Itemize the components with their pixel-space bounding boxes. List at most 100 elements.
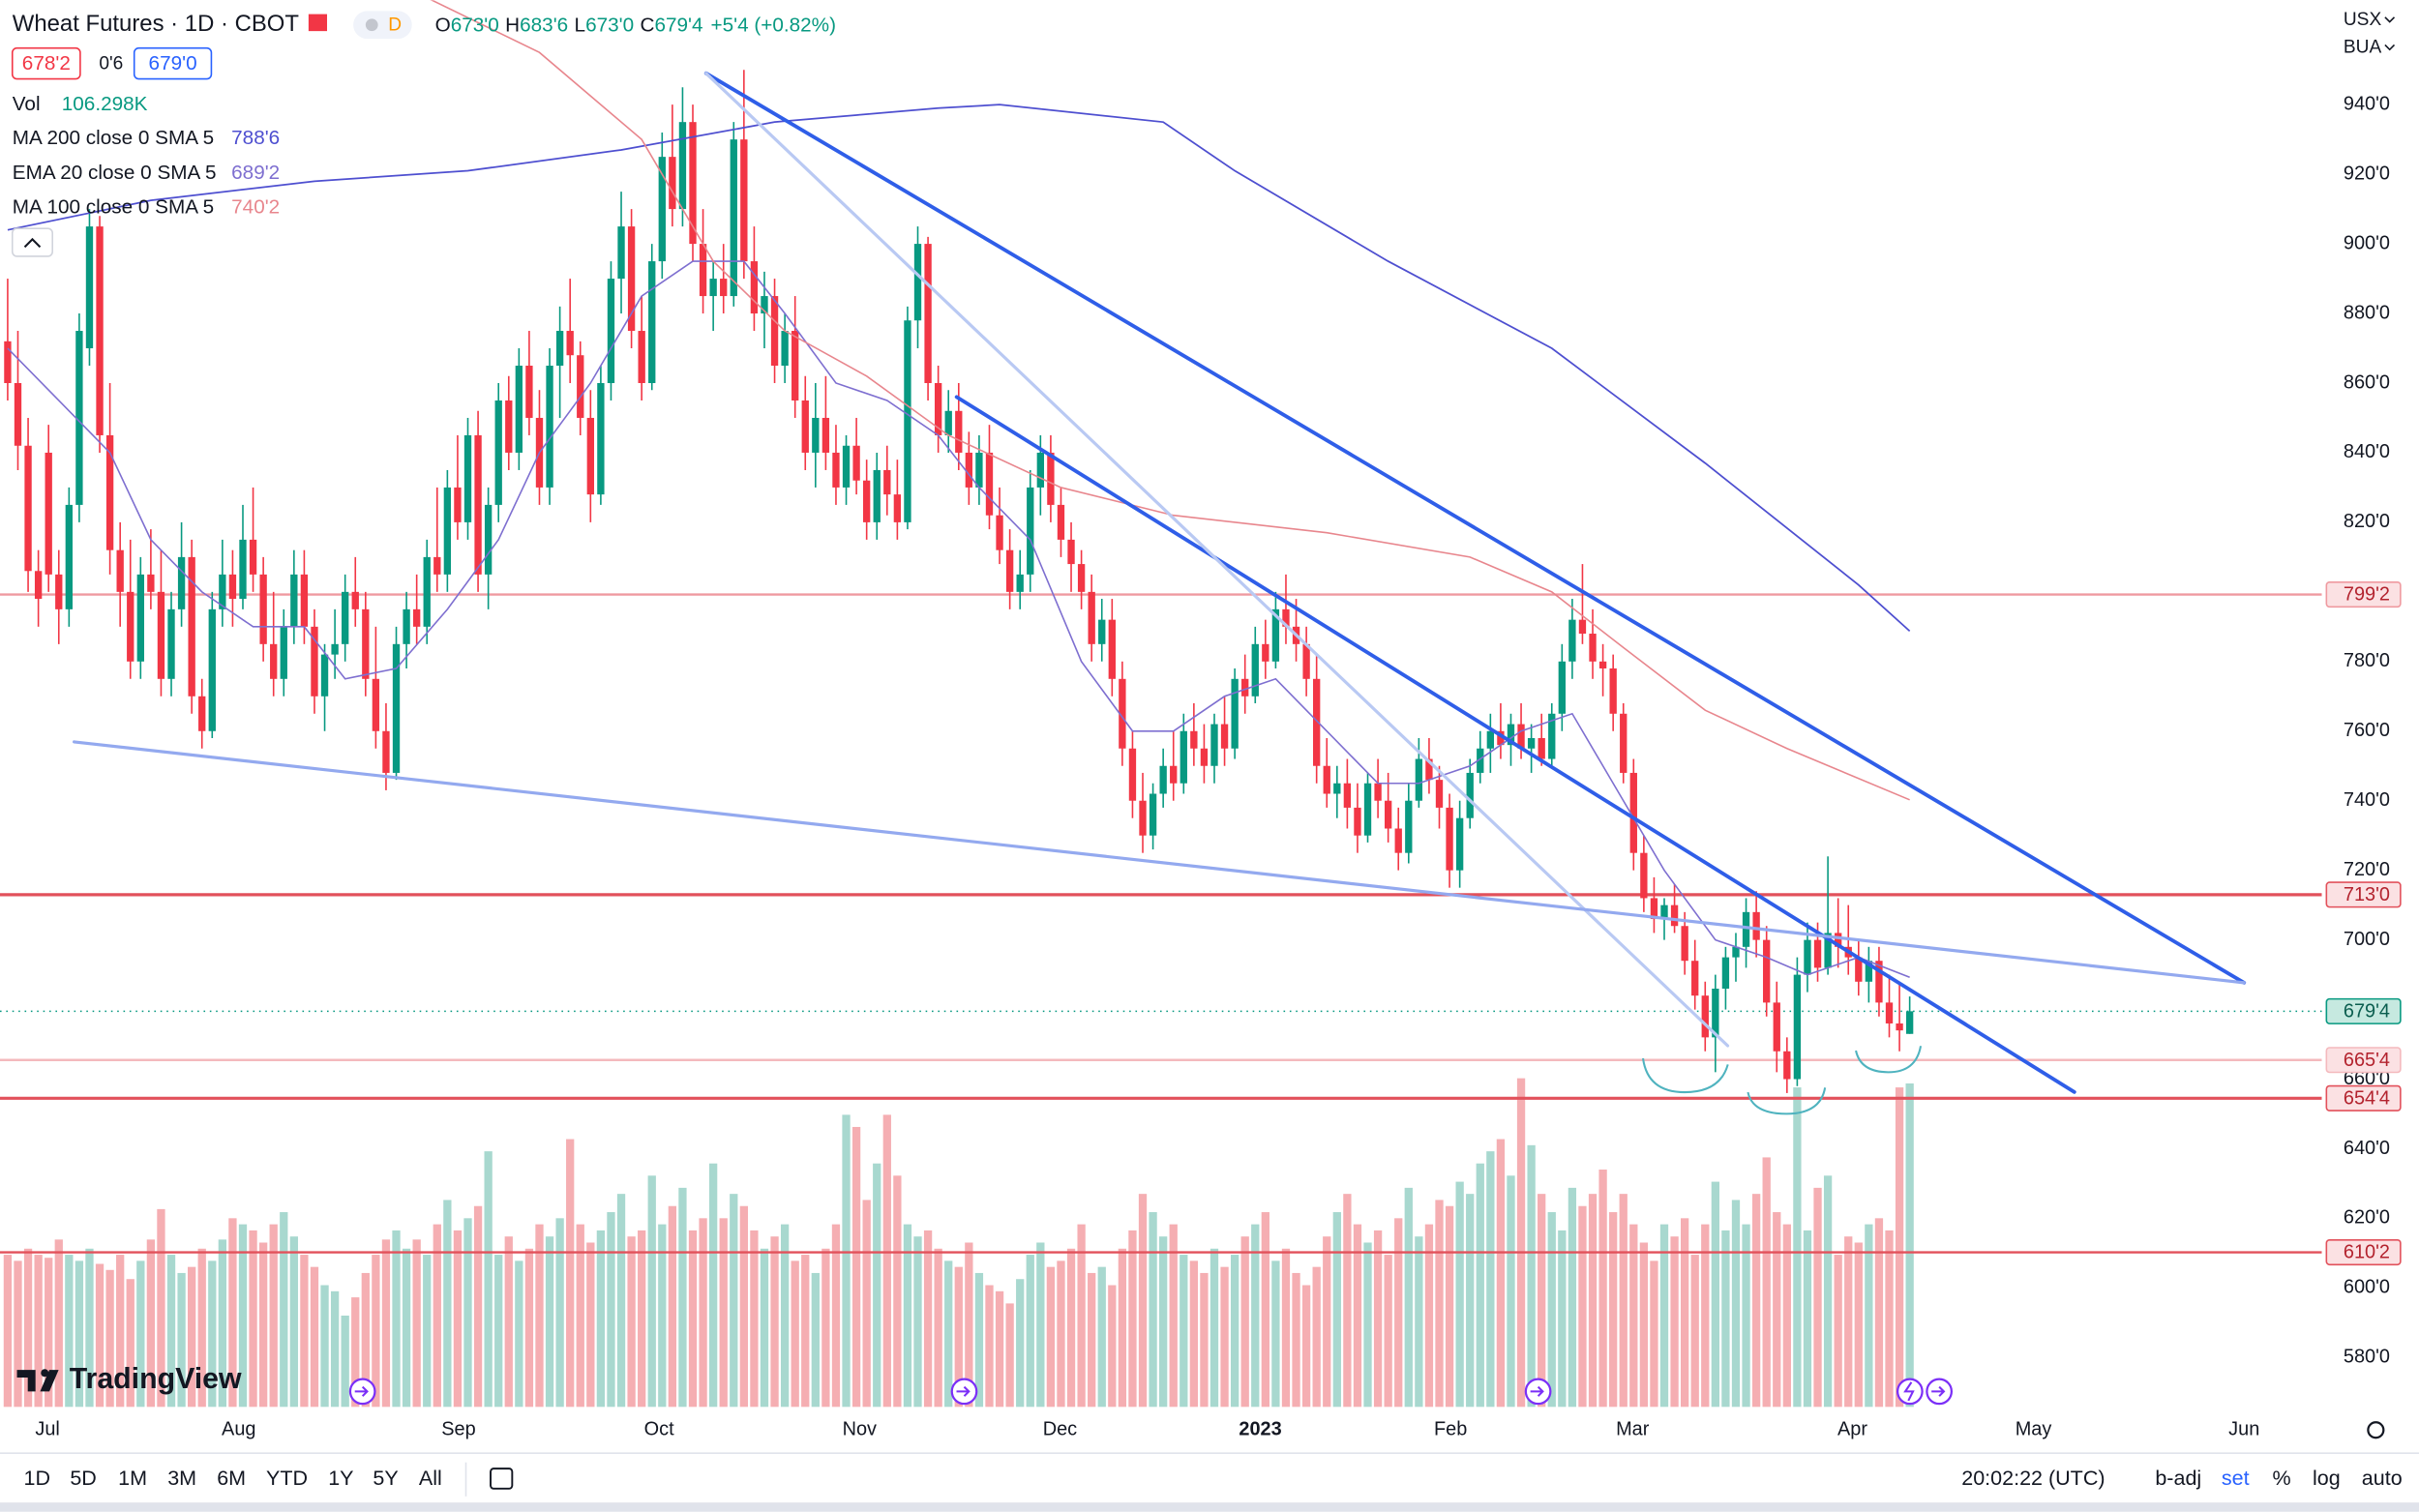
indicator-line [7,260,1910,979]
indicator-value: 740'2 [231,195,280,218]
indicator-name: MA 200 close 0 SMA 5 [13,127,214,149]
candle-body [259,574,267,644]
scale-option[interactable]: log [2313,1467,2341,1490]
range-button[interactable]: 5Y [373,1467,398,1490]
scale-option[interactable]: auto [2362,1467,2403,1490]
scale-option[interactable]: b-adj [2155,1467,2201,1490]
volume-bar [760,1248,769,1408]
volume-bar [1762,1157,1771,1408]
ohlc-label: H [505,15,520,37]
volume-bar [1516,1078,1526,1408]
volume-value: 106.298K [62,93,148,115]
range-button[interactable]: 1Y [328,1467,353,1490]
volume-bar [1731,1200,1741,1408]
candle-body [443,487,452,575]
scale-option[interactable]: % [2273,1467,2291,1490]
volume-bar [116,1255,125,1408]
volume-bar [1834,1255,1842,1408]
volume-bar [658,1224,667,1408]
volume-bar [1353,1224,1362,1408]
trend-line [703,71,2247,985]
candle-body [1455,817,1464,871]
candle-body [423,556,431,627]
collapse-button[interactable] [11,227,54,257]
range-button[interactable]: 1D [24,1467,51,1490]
volume-bar [372,1255,380,1408]
range-button[interactable]: All [419,1467,442,1490]
volume-bar [330,1290,340,1408]
candle-body [1701,995,1709,1038]
candle-body [4,341,12,383]
volume-bar [1619,1194,1628,1408]
range-button[interactable]: 1M [118,1467,147,1490]
chevron [2384,16,2396,23]
candle-body [55,574,63,609]
candle-body [1558,661,1566,714]
last-price-label: 679'4 [2344,1000,2390,1022]
volume-bar [1424,1224,1434,1408]
candle-body [1282,608,1290,627]
candle-body [1896,1023,1903,1031]
candle-body [1047,452,1055,505]
candle-body [1088,591,1095,644]
settings-icon[interactable] [2367,1421,2385,1439]
bid-box[interactable] [11,46,81,80]
candle-body [24,445,32,572]
range-button[interactable]: 6M [217,1467,246,1490]
y-tick-label: 920'0 [2344,163,2390,184]
volume-bar [780,1224,790,1408]
volume-bar [995,1290,1004,1408]
ask-box[interactable] [133,46,213,80]
volume-bar [361,1272,370,1408]
candle-body [1793,974,1802,1080]
unit[interactable]: BUA [2344,38,2382,58]
volume-bar [1210,1248,1219,1408]
candle-body [924,244,932,383]
currency[interactable]: USX [2344,10,2382,30]
volume-bar [1782,1224,1791,1408]
volume-bar [903,1224,912,1408]
volume-bar [688,1230,698,1408]
scale-option[interactable]: set [2222,1467,2250,1490]
plot-area [0,0,2322,1408]
calendar-icon[interactable] [490,1468,514,1490]
volume-bar [576,1224,584,1408]
indicator-value: 689'2 [231,162,280,184]
y-tick-label: 940'0 [2344,93,2390,114]
volume-bar [1404,1187,1413,1408]
volume-bar [1220,1266,1229,1408]
candle-body [1363,783,1372,836]
volume-bar [923,1230,933,1408]
volume-bar [218,1239,227,1408]
flag-icon[interactable] [308,14,328,32]
candle-body [351,591,359,609]
badge[interactable] [353,11,412,40]
x-tick-label: Dec [1043,1419,1077,1440]
range-button[interactable]: 3M [167,1467,196,1490]
volume-bar [668,1205,677,1408]
price-label-box [2325,1084,2402,1112]
price-label: 799'2 [2344,584,2390,606]
candle-body [96,226,104,435]
volume-bar [1496,1139,1506,1408]
volume-bar [1343,1194,1352,1408]
volume-bar [965,1242,973,1408]
candle-body [842,445,851,488]
volume-bar [423,1255,432,1408]
volume-bar [494,1255,503,1408]
volume-bar [1057,1260,1065,1408]
volume-bar [14,1260,22,1408]
volume-bar [944,1260,953,1408]
volume-bar [1312,1266,1321,1408]
candle-body [1415,758,1423,801]
candle-body [1670,904,1679,927]
range-button[interactable]: 5D [70,1467,97,1490]
volume-name: Vol [13,93,41,115]
candle-body [1128,748,1137,801]
x-tick-label: Oct [644,1419,674,1440]
candle-body [1578,619,1587,635]
logo-icon [16,1370,59,1392]
volume-bar [1466,1194,1475,1408]
range-button[interactable]: YTD [266,1467,308,1490]
interval-badge: D [388,15,402,36]
